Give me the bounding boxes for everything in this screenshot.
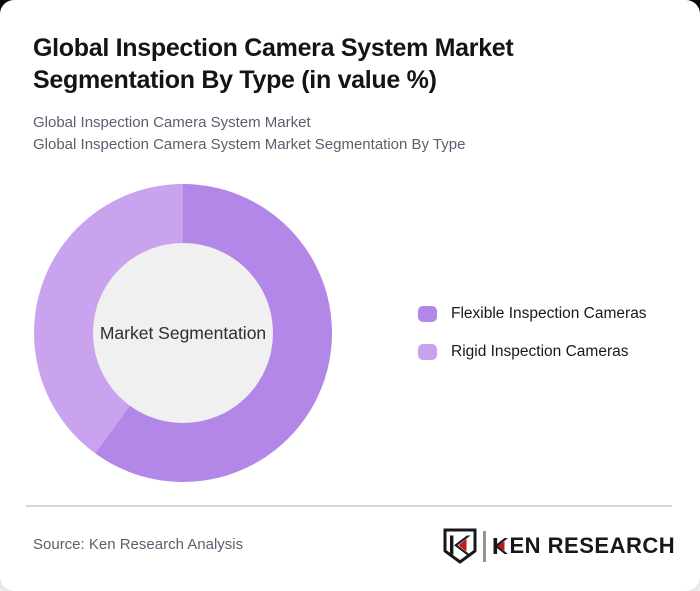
logo-separator: [483, 530, 486, 562]
donut-hole: Market Segmentation: [93, 243, 273, 423]
ken-research-logo: EN RESEARCH: [443, 527, 675, 565]
ken-shield-icon: [443, 528, 477, 564]
donut-center-label: Market Segmentation: [99, 322, 267, 343]
legend-item-rigid-inspection-cameras[interactable]: Rigid Inspection Cameras: [418, 338, 647, 366]
subtitle-line-2: Global Inspection Camera System Market S…: [33, 136, 466, 153]
wordmark-text: EN RESEARCH: [509, 533, 676, 558]
subtitle-line-1: Global Inspection Camera System Market: [33, 114, 311, 131]
page-title: Global Inspection Camera System Market S…: [33, 34, 514, 94]
legend-label: Flexible Inspection Cameras: [451, 305, 647, 322]
wordmark-k-icon: [493, 538, 508, 554]
legend-swatch-rigid-icon: [418, 344, 437, 360]
footer-divider: [26, 505, 672, 507]
source-text: Source: Ken Research Analysis: [33, 536, 244, 553]
legend-item-flexible-inspection-cameras[interactable]: Flexible Inspection Cameras: [418, 300, 647, 328]
donut-chart[interactable]: Market Segmentation: [34, 184, 332, 482]
chart-legend: Flexible Inspection Cameras Rigid Inspec…: [418, 300, 647, 376]
legend-label: Rigid Inspection Cameras: [451, 343, 629, 360]
legend-swatch-flexible-icon: [418, 306, 437, 322]
brand-wordmark: EN RESEARCH: [493, 533, 676, 559]
subtitle-block: Global Inspection Camera System Market G…: [33, 112, 465, 156]
